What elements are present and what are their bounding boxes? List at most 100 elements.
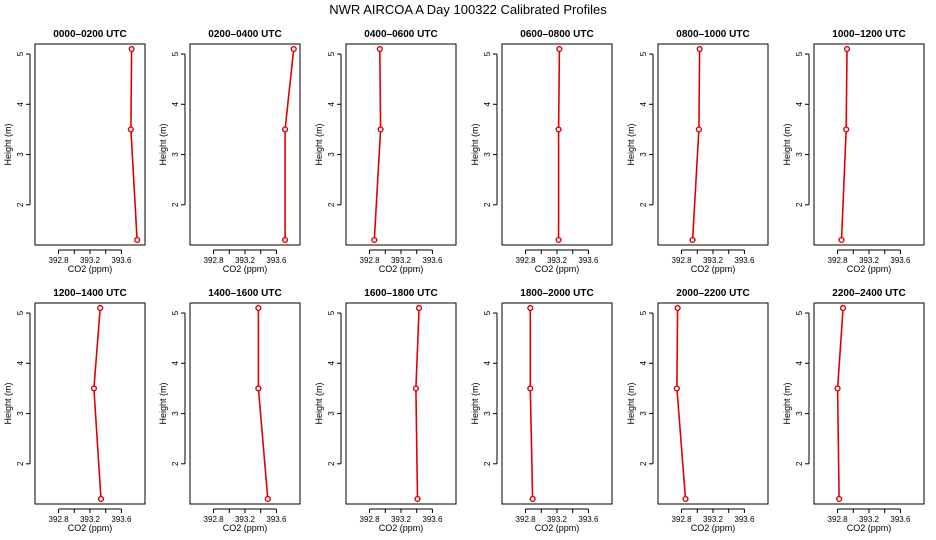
data-point — [90, 385, 98, 392]
y-tick-label: 3 — [327, 152, 336, 157]
y-tick-label: 3 — [795, 152, 804, 157]
x-tick-label: 393.6 — [734, 515, 755, 524]
panel-title: 1000–1200 UTC — [832, 29, 905, 40]
x-tick-label: 393.2 — [391, 256, 412, 265]
plot-frame — [189, 302, 301, 505]
x-tick-label: 393.2 — [547, 515, 568, 524]
profile-line — [840, 48, 848, 241]
x-tick-label: 393.6 — [422, 515, 443, 524]
plot-frame — [34, 43, 146, 246]
data-point — [839, 304, 847, 312]
y-tick-label: 3 — [639, 152, 648, 157]
panel-title: 2000–2200 UTC — [676, 288, 749, 299]
y-tick-label: 5 — [327, 310, 336, 315]
profile-line — [93, 307, 102, 500]
data-point — [843, 45, 851, 53]
y-tick-label: 2 — [16, 461, 25, 466]
y-tick-label: 3 — [16, 411, 25, 416]
data-point — [134, 236, 141, 244]
x-axis-label: CO2 (ppm) — [379, 264, 424, 274]
data-point — [97, 495, 105, 503]
y-tick-label: 4 — [171, 361, 180, 366]
plot-frame — [657, 302, 769, 505]
x-tick-label: 393.6 — [734, 256, 755, 265]
x-tick-label: 392.8 — [828, 515, 849, 524]
data-point — [371, 236, 378, 244]
y-axis-label: Height (m) — [782, 382, 792, 424]
x-tick-label: 393.6 — [890, 256, 911, 265]
x-tick-label: 393.2 — [859, 256, 880, 265]
x-tick-label: 393.2 — [703, 515, 724, 524]
x-tick-label: 393.6 — [890, 515, 911, 524]
x-tick-label: 393.2 — [391, 515, 412, 524]
y-axis-label: Height (m) — [158, 382, 168, 424]
y-tick-label: 2 — [327, 461, 336, 466]
plot-frame — [501, 302, 613, 505]
y-tick-label: 5 — [639, 51, 648, 56]
profile-line — [373, 48, 382, 241]
x-tick-label: 392.8 — [360, 515, 381, 524]
plot-frame — [34, 302, 146, 505]
panel-title: 1800–2000 UTC — [520, 288, 593, 299]
y-tick-label: 5 — [16, 51, 25, 56]
x-tick-label: 392.8 — [49, 515, 70, 524]
x-tick-label: 392.8 — [672, 515, 693, 524]
x-axis-label: CO2 (ppm) — [379, 523, 424, 533]
y-tick-label: 2 — [639, 461, 648, 466]
y-tick-label: 5 — [795, 310, 804, 315]
x-tick-label: 392.8 — [49, 256, 70, 265]
y-tick-label: 3 — [16, 152, 25, 157]
y-tick-label: 4 — [795, 361, 804, 366]
profile-line — [130, 48, 138, 241]
y-axis-label: Height (m) — [470, 382, 480, 424]
y-axis-label: Height (m) — [158, 123, 168, 165]
x-axis-label: CO2 (ppm) — [535, 264, 580, 274]
x-tick-label: 393.6 — [266, 256, 287, 265]
x-tick-label: 393.2 — [703, 256, 724, 265]
y-tick-label: 3 — [795, 411, 804, 416]
data-point — [843, 126, 850, 133]
y-tick-label: 3 — [327, 411, 336, 416]
x-tick-label: 392.8 — [360, 256, 381, 265]
y-axis-label: Height (m) — [626, 123, 636, 165]
data-point — [412, 385, 420, 392]
y-tick-label: 2 — [639, 202, 648, 207]
profile-line — [529, 308, 534, 500]
y-axis-label: Height (m) — [3, 123, 13, 165]
data-point — [696, 45, 703, 53]
y-axis-label: Height (m) — [626, 382, 636, 424]
data-point — [555, 126, 562, 133]
panel-title: 0600–0800 UTC — [520, 29, 593, 40]
x-tick-label: 393.2 — [859, 515, 880, 524]
y-tick-label: 2 — [483, 202, 492, 207]
y-tick-label: 5 — [327, 51, 336, 56]
plot-frame — [345, 43, 457, 246]
x-tick-label: 392.8 — [516, 515, 537, 524]
data-point — [695, 126, 702, 133]
data-point — [836, 495, 843, 503]
y-axis-label: Height (m) — [470, 123, 480, 165]
x-axis-label: CO2 (ppm) — [847, 264, 892, 274]
y-axis-label: Height (m) — [782, 123, 792, 165]
plot-frame — [813, 43, 925, 246]
x-tick-label: 392.8 — [828, 256, 849, 265]
panel-title: 0800–1000 UTC — [676, 29, 749, 40]
data-point — [290, 45, 297, 53]
x-tick-label: 393.6 — [111, 256, 132, 265]
y-tick-label: 4 — [327, 102, 336, 107]
y-tick-label: 4 — [639, 361, 648, 366]
data-point — [555, 236, 562, 244]
y-axis-label: Height (m) — [314, 382, 324, 424]
y-tick-label: 5 — [171, 310, 180, 315]
data-point — [127, 126, 134, 133]
y-tick-label: 4 — [16, 361, 25, 366]
x-tick-label: 392.8 — [204, 256, 225, 265]
panel-title: 2200–2400 UTC — [832, 288, 905, 299]
x-tick-label: 392.8 — [672, 256, 693, 265]
